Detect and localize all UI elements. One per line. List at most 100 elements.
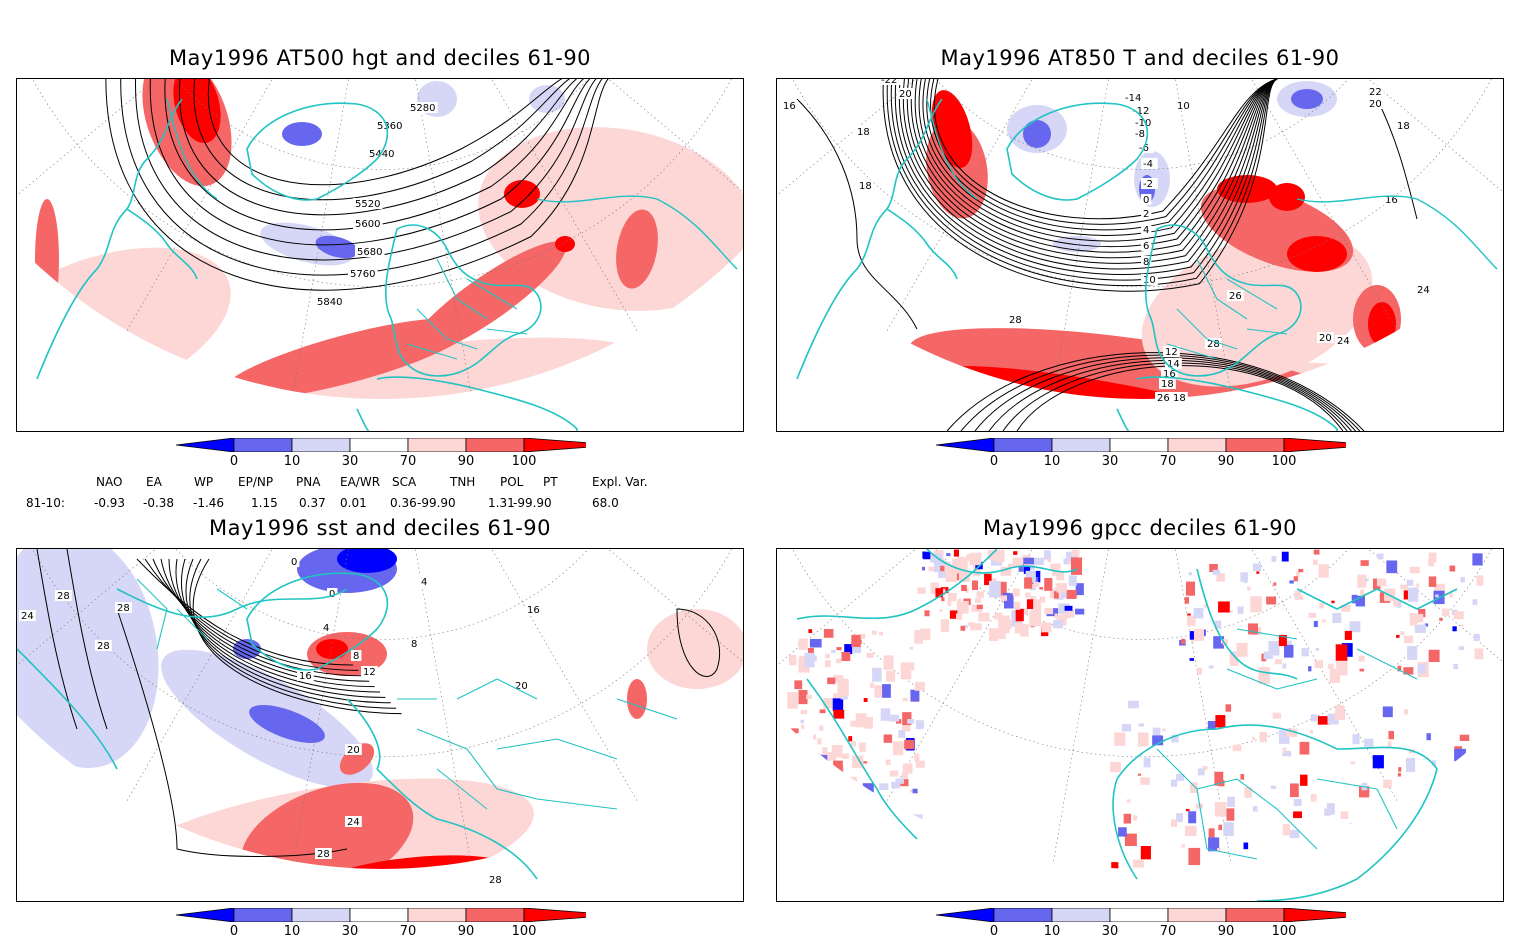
decile-cell [1319, 603, 1324, 609]
decile-cell [1207, 721, 1216, 730]
decile-cell [850, 741, 856, 747]
contour-label-bg [345, 744, 362, 755]
decile-cell [863, 698, 868, 703]
decile-shade [504, 180, 540, 208]
decile-cell [1331, 600, 1335, 604]
decile-shade [316, 639, 348, 659]
decile-cell [1110, 761, 1121, 773]
decile-cell [1025, 570, 1036, 583]
contour-line [918, 79, 1278, 242]
map-tl-canvas: 5280 5360 5440 5520 5600 5680 5760 5840 [17, 79, 743, 431]
coastline [1166, 258, 1288, 360]
coastline [1112, 724, 1438, 901]
index-row-label: 81-10: [26, 496, 65, 510]
decile-cell [1196, 667, 1202, 675]
decile-cell [1289, 580, 1294, 584]
decile-shade [529, 85, 565, 113]
decile-cell [1335, 644, 1348, 661]
contour-line [960, 354, 1361, 431]
decile-cell [1449, 592, 1453, 598]
colorbar-label: 70 [1159, 924, 1177, 939]
decile-cell [1270, 785, 1277, 789]
decile-cell [833, 675, 844, 683]
contour-label: 28 [57, 591, 70, 602]
decile-cell [1460, 577, 1465, 583]
contour-line [933, 79, 1278, 220]
decile-cell [1271, 555, 1277, 562]
decile-cell [1355, 595, 1365, 607]
indices-value-row: 81-10: -0.93 -0.38 -1.46 1.15 0.37 0.01 0.36 -99… [0, 496, 760, 512]
decile-cell [915, 720, 925, 730]
colorbar-seg-1 [993, 908, 1053, 922]
decile-cell [1321, 619, 1326, 623]
colorbar-seg-6 [1283, 908, 1346, 922]
contour-label-bg [1171, 392, 1188, 403]
decile-cell [970, 623, 982, 631]
contour-label-bg [1133, 128, 1150, 139]
contour-label: 26 [1157, 393, 1170, 404]
decile-cell [823, 698, 833, 709]
colorbar-label: 90 [457, 454, 475, 469]
decile-cell [969, 552, 982, 566]
decile-cell [1300, 595, 1304, 601]
contour-label: 14 [1167, 359, 1180, 370]
decile-cell [1406, 579, 1414, 586]
decile-cell [1031, 599, 1042, 612]
decile-cell [1476, 575, 1484, 586]
decile-cell [1428, 649, 1440, 662]
decile-cell [1170, 819, 1178, 827]
coastline [17, 588, 348, 770]
decile-cell [1294, 590, 1302, 600]
decile-cell [1176, 773, 1185, 781]
decile-cell [904, 739, 915, 750]
decile-cell [1252, 736, 1256, 740]
decile-cell [963, 625, 968, 629]
decile-cell [1449, 565, 1456, 572]
decile-cell [1344, 630, 1352, 640]
decile-cell [984, 573, 992, 586]
decile-cell [924, 610, 930, 617]
coastline [136, 578, 248, 650]
decile-cell [912, 788, 918, 794]
decile-cell [1218, 824, 1223, 831]
contour-label: 5440 [369, 149, 394, 160]
decile-cell [1387, 741, 1392, 747]
decile-cell [1357, 574, 1367, 588]
index-header: EP/NP [238, 475, 274, 489]
decile-cell [1046, 553, 1051, 559]
decile-cell [1407, 646, 1418, 661]
contour-label: 28 [489, 875, 502, 886]
decile-cell [806, 694, 813, 699]
decile-cell [1250, 596, 1262, 613]
decile-cell [827, 677, 836, 685]
decile-cell [872, 630, 877, 635]
decile-cell [1185, 808, 1190, 812]
decile-cell [883, 734, 893, 743]
contour-label: 0 [291, 557, 297, 568]
decile-cell [901, 723, 911, 732]
decile-cell [1225, 704, 1232, 712]
decile-cell [1358, 786, 1370, 798]
index-value: 68.0 [592, 496, 619, 510]
colorbar-seg-2 [291, 438, 351, 452]
index-header: EA [146, 475, 162, 489]
decile-cell [1314, 660, 1324, 668]
contour-label-bg [315, 296, 345, 307]
decile-cell [956, 613, 963, 620]
decile-cell [1152, 735, 1164, 746]
decile-cell [907, 718, 915, 724]
decile-cell [1453, 611, 1464, 620]
contour-label: 28 [317, 849, 330, 860]
decile-cell [1014, 622, 1024, 634]
decile-shade [249, 705, 325, 743]
contour-label-bg [327, 588, 338, 599]
colorbar-label: 100 [1271, 454, 1297, 469]
contour-label: 26 [1229, 291, 1242, 302]
colorbar-label: 0 [229, 924, 239, 939]
colorbar-seg-5 [1225, 438, 1285, 452]
decile-shade [1269, 183, 1305, 211]
decile-cell [800, 709, 808, 715]
decile-cell [1248, 623, 1258, 635]
contour-label: -14 [1125, 93, 1141, 104]
decile-cell [939, 609, 943, 612]
